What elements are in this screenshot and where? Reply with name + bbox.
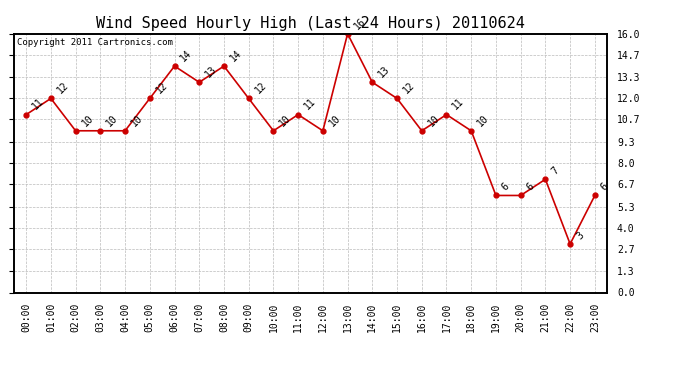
Text: 16: 16 [352, 16, 367, 31]
Text: 10: 10 [426, 112, 442, 128]
Text: 13: 13 [204, 64, 219, 80]
Text: 11: 11 [302, 96, 317, 112]
Text: 6: 6 [500, 182, 511, 193]
Text: 3: 3 [574, 230, 586, 241]
Text: 10: 10 [327, 112, 342, 128]
Text: Copyright 2011 Cartronics.com: Copyright 2011 Cartronics.com [17, 38, 172, 46]
Text: 12: 12 [401, 80, 417, 96]
Text: 14: 14 [228, 48, 244, 63]
Text: 10: 10 [80, 112, 95, 128]
Text: 10: 10 [475, 112, 491, 128]
Text: 10: 10 [277, 112, 293, 128]
Text: 7: 7 [549, 165, 561, 177]
Text: 12: 12 [154, 80, 169, 96]
Text: 12: 12 [55, 80, 70, 96]
Text: 14: 14 [179, 48, 194, 63]
Title: Wind Speed Hourly High (Last 24 Hours) 20110624: Wind Speed Hourly High (Last 24 Hours) 2… [96, 16, 525, 31]
Text: 6: 6 [599, 182, 610, 193]
Text: 11: 11 [30, 96, 46, 112]
Text: 13: 13 [377, 64, 392, 80]
Text: 12: 12 [253, 80, 268, 96]
Text: 10: 10 [129, 112, 145, 128]
Text: 11: 11 [451, 96, 466, 112]
Text: 6: 6 [525, 182, 536, 193]
Text: 10: 10 [104, 112, 120, 128]
